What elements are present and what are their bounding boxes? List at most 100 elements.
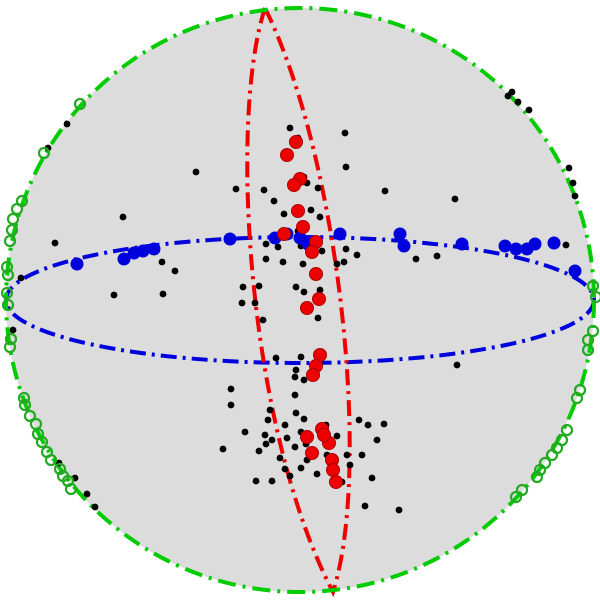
red-meridian-points-layer <box>277 135 343 489</box>
red-point-1 <box>280 148 294 162</box>
green-ring-point-10 <box>0 286 14 300</box>
black-point-32 <box>333 260 341 268</box>
green-ring-point-21 <box>44 453 58 467</box>
black-point-72 <box>346 461 354 469</box>
green-ring-point-11 <box>1 298 15 312</box>
blue-point-4 <box>136 244 150 258</box>
green-ring-point-8 <box>0 260 14 274</box>
sphere-body <box>6 8 594 592</box>
black-point-59 <box>300 415 308 423</box>
black-point-52 <box>272 354 280 362</box>
blue-point-16 <box>509 242 523 256</box>
black-point-42 <box>259 316 267 324</box>
black-point-58 <box>292 409 300 417</box>
green-ring-point-38 <box>581 333 595 347</box>
black-point-100 <box>565 164 573 172</box>
red-point-10 <box>309 267 323 281</box>
black-point-14 <box>270 197 278 205</box>
black-point-36 <box>239 283 247 291</box>
red-point-20 <box>329 475 343 489</box>
blue-point-19 <box>547 236 561 250</box>
black-point-54 <box>227 401 235 409</box>
blue-point-6 <box>223 232 237 246</box>
green-ring-point-25 <box>64 482 78 496</box>
green-ring-point-26 <box>509 490 523 504</box>
black-point-34 <box>110 291 118 299</box>
black-point-101 <box>571 192 579 200</box>
black-point-67 <box>355 416 363 424</box>
black-point-27 <box>158 258 166 266</box>
black-point-13 <box>119 213 127 221</box>
black-point-25 <box>342 245 350 253</box>
blue-equator-points-layer <box>70 227 582 278</box>
green-ring-point-34 <box>560 423 574 437</box>
black-point-93 <box>91 503 99 511</box>
black-point-12 <box>451 195 459 203</box>
blue-point-18 <box>528 237 542 251</box>
green-ring-point-33 <box>555 433 569 447</box>
black-point-40 <box>316 286 324 294</box>
red-point-11 <box>312 292 326 306</box>
black-point-22 <box>274 243 282 251</box>
black-point-46 <box>412 255 420 263</box>
black-point-75 <box>297 464 305 472</box>
black-point-29 <box>262 255 270 263</box>
black-point-43 <box>251 299 259 307</box>
black-point-87 <box>255 447 263 455</box>
black-point-99 <box>525 106 533 114</box>
blue-point-20 <box>568 264 582 278</box>
red-point-19 <box>326 463 340 477</box>
green-ring-point-36 <box>573 383 587 397</box>
black-point-103 <box>44 144 52 152</box>
black-point-104 <box>17 274 25 282</box>
black-point-77 <box>276 454 284 462</box>
black-point-108 <box>83 490 91 498</box>
green-ring-points-layer <box>0 97 600 504</box>
black-point-3 <box>341 129 349 137</box>
black-point-4 <box>192 168 200 176</box>
green-ring-point-13 <box>3 340 17 354</box>
black-point-1 <box>286 124 294 132</box>
black-point-45 <box>433 252 441 260</box>
green-ring-point-27 <box>515 483 529 497</box>
black-point-39 <box>300 288 308 296</box>
red-point-15 <box>306 368 320 382</box>
black-point-53 <box>227 385 235 393</box>
blue-point-15 <box>498 239 512 253</box>
black-point-21 <box>262 240 270 248</box>
green-ring-point-39 <box>586 324 600 338</box>
black-point-26 <box>353 251 361 259</box>
red-point-23 <box>300 430 314 444</box>
black-points-layer <box>9 88 579 514</box>
green-ring-point-6 <box>5 223 19 237</box>
black-point-41 <box>314 314 322 322</box>
black-point-60 <box>283 434 291 442</box>
black-point-86 <box>395 506 403 514</box>
green-ring-point-7 <box>3 234 17 248</box>
red-point-12 <box>300 301 314 315</box>
blue-point-1 <box>70 257 84 271</box>
black-point-28 <box>171 267 179 275</box>
black-point-5 <box>232 185 240 193</box>
red-point-5 <box>291 204 305 218</box>
red-point-21 <box>305 446 319 460</box>
black-point-35 <box>159 290 167 298</box>
black-point-82 <box>313 470 321 478</box>
green-ring-point-9 <box>1 268 15 282</box>
black-point-79 <box>252 477 260 485</box>
green-ring-point-15 <box>18 398 32 412</box>
green-ring-point-1 <box>73 97 87 111</box>
black-point-70 <box>373 436 381 444</box>
blue-point-12 <box>393 227 407 241</box>
black-point-10 <box>314 184 322 192</box>
black-point-66 <box>333 432 341 440</box>
black-point-30 <box>279 258 287 266</box>
black-point-94 <box>569 179 577 187</box>
black-point-24 <box>318 247 326 255</box>
black-point-62 <box>262 440 270 448</box>
black-point-89 <box>343 451 351 459</box>
black-point-33 <box>340 258 348 266</box>
black-point-38 <box>292 283 300 291</box>
black-point-91 <box>291 391 299 399</box>
blue-point-14 <box>455 237 469 251</box>
